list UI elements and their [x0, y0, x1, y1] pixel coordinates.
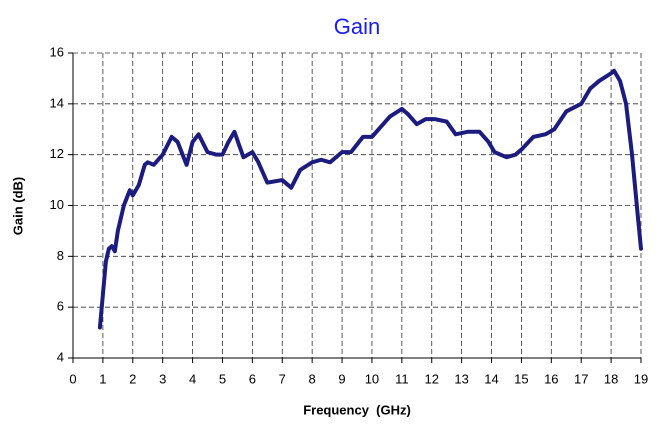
- gain-line: [97, 68, 643, 330]
- x-tick-label: 6: [249, 371, 256, 386]
- x-tick-label: 3: [159, 371, 166, 386]
- y-tick-label: 8: [57, 248, 64, 263]
- y-tick-label: 14: [50, 95, 64, 110]
- x-tick-label: 0: [69, 371, 76, 386]
- x-tick-label: 8: [309, 371, 316, 386]
- x-tick-label: 10: [365, 371, 379, 386]
- x-tick-label: 16: [544, 371, 558, 386]
- x-tick-label: 7: [279, 371, 286, 386]
- y-tick-label: 4: [57, 349, 64, 364]
- y-tick-label: 16: [50, 44, 64, 59]
- x-tick-label: 17: [574, 371, 588, 386]
- x-tick-label: 4: [189, 371, 196, 386]
- x-tick-label: 12: [425, 371, 439, 386]
- y-tick-label: 6: [57, 299, 64, 314]
- x-tick-label: 14: [484, 371, 498, 386]
- x-tick-label: 18: [604, 371, 618, 386]
- x-tick-label: 11: [395, 371, 409, 386]
- y-axis-label: Gain (dB): [10, 177, 25, 236]
- x-tick-label: 15: [514, 371, 528, 386]
- x-tick-label: 5: [219, 371, 226, 386]
- x-tick-label: 2: [129, 371, 136, 386]
- x-axis-label: Frequency (GHz): [303, 402, 411, 417]
- y-tick-label: 10: [50, 197, 64, 212]
- x-tick-label: 19: [634, 371, 648, 386]
- chart-title: Gain: [334, 14, 380, 39]
- x-tick-label: 9: [338, 371, 345, 386]
- x-tick-label: 1: [99, 371, 106, 386]
- y-tick-label: 12: [50, 146, 64, 161]
- x-tick-label: 13: [454, 371, 468, 386]
